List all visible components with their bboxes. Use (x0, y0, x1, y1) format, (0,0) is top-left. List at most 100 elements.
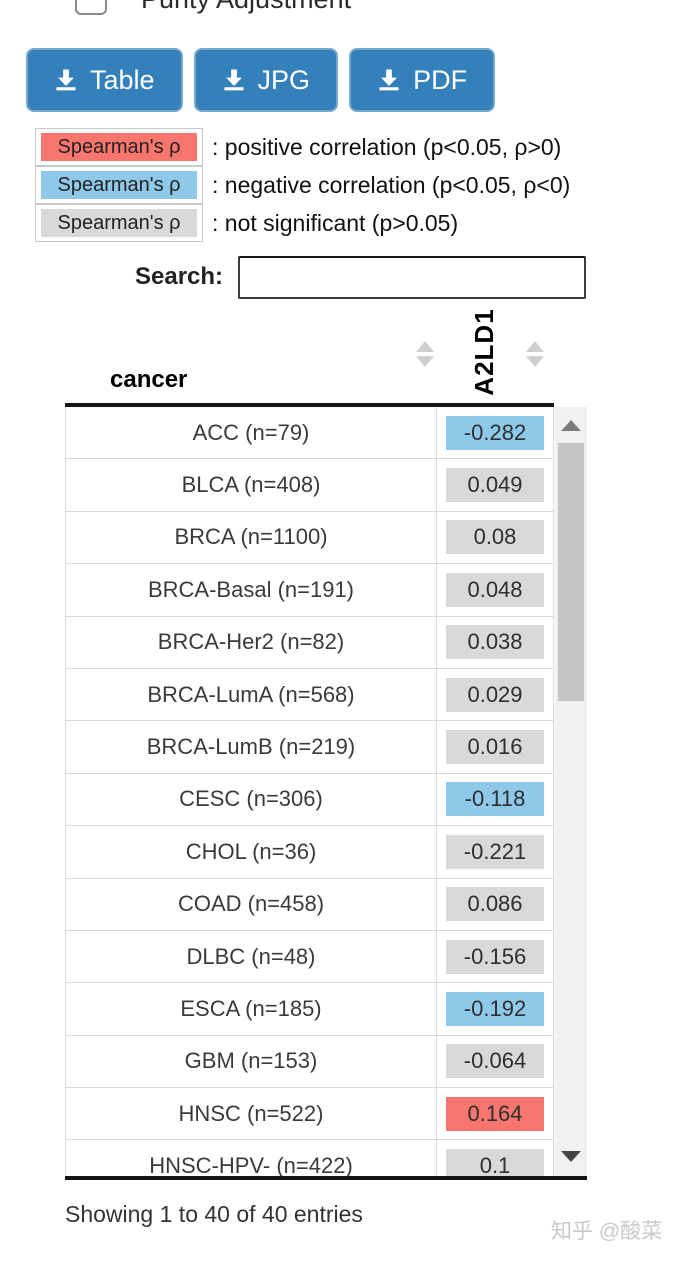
cancer-cell: ESCA (n=185) (66, 983, 437, 1035)
download-icon (377, 68, 401, 92)
value-cell: 0.038 (437, 616, 554, 668)
scrollbar-thumb[interactable] (558, 443, 584, 701)
value-cell: 0.016 (437, 721, 554, 773)
correlation-value-badge: 0.086 (446, 887, 544, 922)
legend-badge: Spearman's ρ (41, 132, 197, 161)
table-row: HNSC (n=522) 0.164 (66, 1088, 554, 1141)
table-row: ESCA (n=185) -0.192 (66, 983, 554, 1036)
cancer-cell: BRCA-LumB (n=219) (66, 721, 437, 773)
scrollbar-up-button[interactable] (555, 407, 587, 443)
table-row: ACC (n=79) -0.282 (66, 407, 554, 460)
legend-badge-box: Spearman's ρ (35, 127, 203, 166)
download-pdf-label: PDF (413, 64, 468, 95)
correlation-value-badge: -0.064 (446, 1044, 544, 1079)
correlation-value-badge: -0.221 (446, 834, 544, 869)
search-label: Search: (135, 263, 224, 290)
purity-adjustment-checkbox[interactable] (75, 0, 107, 15)
table-row: BRCA-Her2 (n=82) 0.038 (66, 616, 554, 669)
correlation-legend: Spearman's ρ : positive correlation (p<0… (35, 127, 571, 242)
table-row: BLCA (n=408) 0.049 (66, 459, 554, 512)
table-top-border (65, 403, 554, 407)
correlation-value-badge: 0.1 (446, 1149, 544, 1176)
legend-text-not-significant: : not significant (p>0.05) (212, 209, 459, 236)
table-body: ACC (n=79) -0.282 BLCA (n=408) 0.049 BRC… (65, 407, 554, 1176)
table-info-text: Showing 1 to 40 of 40 entries (65, 1201, 363, 1227)
download-jpg-label: JPG (257, 64, 311, 95)
download-toolbar: Table JPG PDF (26, 48, 496, 112)
cancer-cell: BLCA (n=408) (66, 459, 437, 511)
legend-badge-box: Spearman's ρ (35, 203, 203, 242)
download-icon (222, 68, 246, 92)
download-icon (54, 68, 78, 92)
scrollbar-down-button[interactable] (555, 1144, 587, 1168)
purity-adjustment-row: Purity Adjustment (75, 0, 351, 15)
value-cell: -0.282 (437, 407, 554, 459)
table-bottom-border (65, 1176, 587, 1180)
value-cell: 0.1 (437, 1140, 554, 1176)
legend-badge: Spearman's ρ (41, 170, 197, 199)
legend-row-not-significant: Spearman's ρ : not significant (p>0.05) (35, 203, 570, 242)
table-row: HNSC-HPV- (n=422) 0.1 (66, 1140, 554, 1176)
correlation-value-badge: 0.029 (446, 677, 544, 712)
column-header-gene[interactable]: A2LD1 (469, 308, 499, 396)
scroll-down-icon (561, 1150, 581, 1162)
legend-row-negative: Spearman's ρ : negative correlation (p<0… (35, 165, 571, 204)
table-row: BRCA-Basal (n=191) 0.048 (66, 564, 554, 617)
correlation-value-badge: 0.164 (446, 1096, 544, 1131)
table-row: CHOL (n=36) -0.221 (66, 826, 554, 879)
correlation-value-badge: -0.282 (446, 415, 544, 450)
sort-desc-icon (416, 356, 434, 367)
table-row: CESC (n=306) -0.118 (66, 773, 554, 827)
table-row: BRCA (n=1100) 0.08 (66, 511, 554, 565)
table-row: GBM (n=153) -0.064 (66, 1035, 554, 1089)
correlation-value-badge: 0.08 (446, 520, 544, 555)
value-cell: -0.064 (437, 1035, 554, 1088)
sort-icon[interactable] (416, 341, 434, 367)
download-pdf-button[interactable]: PDF (349, 48, 496, 112)
legend-row-positive: Spearman's ρ : positive correlation (p<0… (35, 127, 570, 166)
value-cell: -0.118 (437, 773, 554, 826)
cancer-cell: CHOL (n=36) (66, 826, 437, 878)
sort-asc-icon (416, 341, 434, 352)
download-jpg-button[interactable]: JPG (193, 48, 339, 112)
correlation-value-badge: -0.156 (446, 939, 544, 974)
legend-badge: Spearman's ρ (41, 208, 197, 237)
value-cell: 0.086 (437, 878, 554, 930)
sort-icon[interactable] (526, 341, 544, 367)
correlation-value-badge: 0.038 (446, 625, 544, 660)
table-row: BRCA-LumB (n=219) 0.016 (66, 721, 554, 774)
correlation-value-badge: -0.192 (446, 991, 544, 1026)
value-cell: -0.156 (437, 930, 554, 983)
value-cell: -0.192 (437, 983, 554, 1035)
cancer-cell: BRCA-Basal (n=191) (66, 564, 437, 616)
cancer-cell: GBM (n=153) (66, 1035, 437, 1088)
value-cell: 0.048 (437, 564, 554, 616)
correlation-value-badge: 0.049 (446, 468, 544, 503)
search-input[interactable] (238, 256, 586, 299)
correlation-value-badge: 0.048 (446, 572, 544, 607)
correlation-value-badge: -0.118 (446, 782, 544, 817)
cancer-cell: HNSC-HPV- (n=422) (66, 1140, 437, 1176)
download-table-button[interactable]: Table (26, 48, 183, 112)
cancer-cell: BRCA (n=1100) (66, 511, 437, 564)
table-scrollbar[interactable] (555, 407, 587, 1176)
legend-text-negative: : negative correlation (p<0.05, ρ<0) (212, 171, 571, 198)
legend-text-positive: : positive correlation (p<0.05, ρ>0) (212, 133, 562, 160)
purity-adjustment-label: Purity Adjustment (141, 0, 351, 15)
cancer-cell: CESC (n=306) (66, 773, 437, 826)
value-cell: 0.08 (437, 511, 554, 564)
scroll-up-icon (561, 419, 581, 431)
table-row: DLBC (n=48) -0.156 (66, 930, 554, 984)
table-row: BRCA-LumA (n=568) 0.029 (66, 668, 554, 722)
sort-desc-icon (526, 356, 544, 367)
legend-badge-box: Spearman's ρ (35, 165, 203, 204)
watermark-text: 知乎 @酸菜 (551, 1220, 663, 1243)
sort-asc-icon (526, 341, 544, 352)
value-cell: 0.029 (437, 668, 554, 721)
table-row: COAD (n=458) 0.086 (66, 878, 554, 931)
cancer-cell: COAD (n=458) (66, 878, 437, 930)
correlation-value-badge: 0.016 (446, 730, 544, 765)
value-cell: -0.221 (437, 826, 554, 878)
column-header-cancer[interactable]: cancer (110, 366, 188, 393)
cancer-cell: HNSC (n=522) (66, 1088, 437, 1140)
